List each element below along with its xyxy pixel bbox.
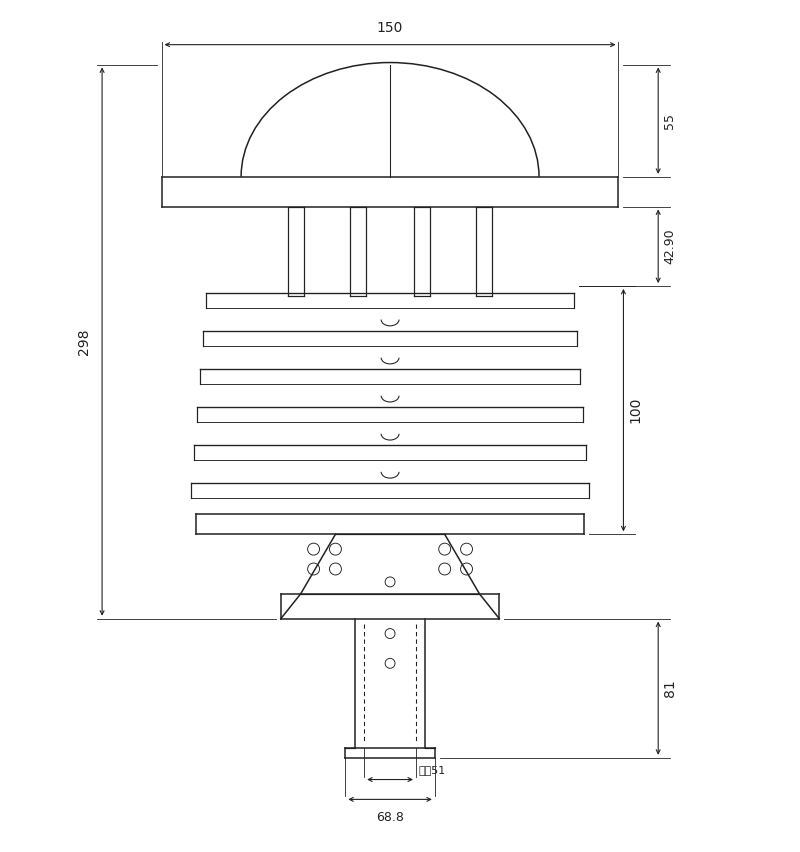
Text: 81: 81 (663, 679, 677, 697)
Text: 内径51: 内径51 (419, 764, 446, 774)
Text: 150: 150 (377, 20, 403, 35)
Text: 100: 100 (629, 397, 642, 423)
Text: 68.8: 68.8 (376, 811, 404, 824)
Text: 42.90: 42.90 (663, 228, 676, 264)
Text: 298: 298 (78, 328, 91, 354)
Text: 55: 55 (663, 112, 676, 129)
